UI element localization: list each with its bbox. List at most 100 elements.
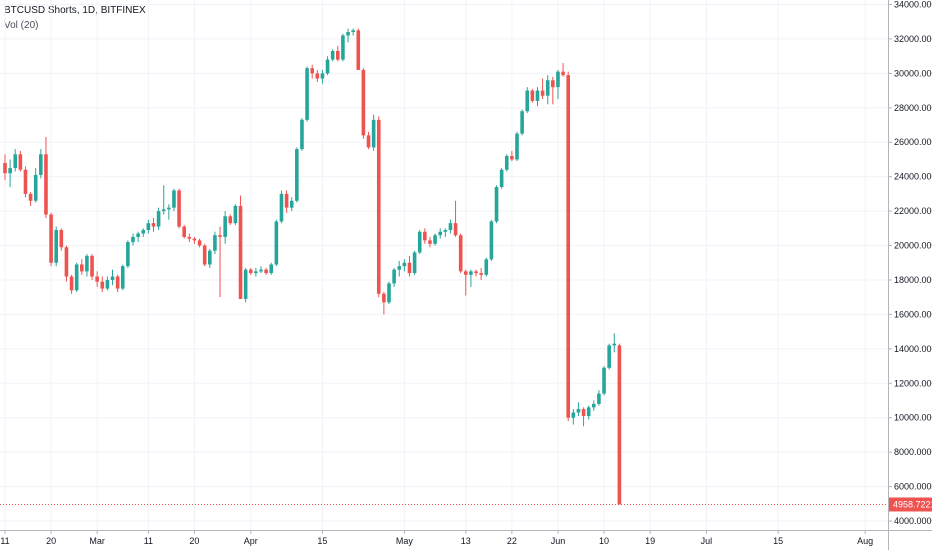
candle-body <box>264 269 268 274</box>
candle-body <box>484 259 489 275</box>
candle-body <box>336 50 340 60</box>
last-price-badge <box>889 497 932 512</box>
x-tick-label: 10 <box>599 536 609 546</box>
candle-body <box>141 230 146 234</box>
candle-body <box>228 216 233 224</box>
candle-body <box>402 262 407 267</box>
candle-body <box>28 193 33 201</box>
candle-body <box>515 133 519 160</box>
candle-body <box>504 156 509 170</box>
candle-body <box>412 252 417 274</box>
candle-body <box>146 223 151 231</box>
candle-body <box>361 69 366 136</box>
candle-body <box>187 236 192 239</box>
legend-indicator-line: Vol (20) <box>4 20 39 31</box>
candle-body <box>423 231 427 241</box>
candle-body <box>330 50 335 60</box>
candle-body <box>23 169 28 194</box>
candle-body <box>356 30 361 70</box>
x-tick-label: Jun <box>551 536 566 546</box>
candlestick-series <box>0 28 888 505</box>
candle-body <box>110 276 115 280</box>
candle-body <box>443 230 448 232</box>
y-tick-label: 34000.0000 <box>894 0 932 10</box>
candle-body <box>223 216 227 237</box>
candle-body <box>172 190 176 208</box>
candle-body <box>274 221 279 265</box>
candle-body <box>310 68 314 74</box>
candle-body <box>13 154 18 169</box>
y-tick-label: 10000.0000 <box>894 413 932 423</box>
candle-body <box>269 264 274 274</box>
candle-body <box>243 269 248 299</box>
candle-body <box>453 223 458 236</box>
candle-body <box>366 135 371 148</box>
candle-body <box>85 255 89 272</box>
candle-body <box>407 262 412 274</box>
x-tick-label: Apr <box>244 536 258 546</box>
y-tick-label: 20000.0000 <box>894 241 932 251</box>
x-tick-label: 20 <box>46 536 56 546</box>
y-tick-label: 16000.0000 <box>894 309 932 319</box>
candle-body <box>131 236 135 243</box>
candle-body <box>202 245 207 265</box>
candle-body <box>417 231 422 253</box>
candle-body <box>44 154 48 215</box>
candle-body <box>284 193 289 208</box>
candle-body <box>371 119 376 148</box>
candle-body <box>566 75 570 418</box>
candle-body <box>438 231 442 236</box>
candle-body <box>90 255 94 277</box>
candle-body <box>489 221 494 260</box>
candle-body <box>115 276 120 289</box>
candle-body <box>612 343 617 346</box>
candle-body <box>576 409 581 413</box>
time-axis: 11 20 Mar 11 20 Apr 15 May 13 22 Jun 10 19 Jul 15 Aug <box>0 530 873 546</box>
candle-body <box>387 283 391 303</box>
x-tick-label: 11 <box>144 536 153 546</box>
candle-body <box>208 250 212 265</box>
candle-body <box>433 235 437 244</box>
x-tick-label: 20 <box>189 536 199 546</box>
candle-body <box>556 71 560 88</box>
candle-body <box>561 71 565 76</box>
y-tick-label: 12000.0000 <box>894 378 932 388</box>
y-tick-label: 26000.0000 <box>894 137 932 147</box>
y-tick-label: 32000.0000 <box>894 34 932 44</box>
candle-body <box>510 156 514 160</box>
candle-body <box>592 403 596 408</box>
candle-body <box>325 59 330 74</box>
y-tick-label: 24000.0000 <box>894 172 932 182</box>
candle-body <box>341 35 345 60</box>
candle-body <box>428 240 432 244</box>
candle-body <box>248 269 253 274</box>
candle-body <box>351 30 355 33</box>
candle-body <box>469 271 473 275</box>
candle-body <box>346 32 350 36</box>
candle-body <box>120 266 125 289</box>
x-tick-label: Mar <box>89 536 105 546</box>
x-tick-label: 15 <box>317 536 327 546</box>
candle-body <box>197 240 202 246</box>
y-tick-label: 14000.0000 <box>894 344 932 354</box>
candle-body <box>586 407 591 416</box>
candle-body <box>3 162 7 174</box>
candle-body <box>300 119 304 150</box>
candle-body <box>69 276 74 291</box>
candle-body <box>540 90 545 96</box>
candle-body <box>535 90 540 101</box>
legend-symbol-line: BTCUSD Shorts, 1D, BITFINEX <box>4 5 146 16</box>
candle-body <box>520 111 524 134</box>
candle-body <box>479 273 483 275</box>
candle-body <box>295 149 299 201</box>
candle-body <box>161 209 166 212</box>
y-tick-label: 30000.0000 <box>894 68 932 78</box>
candle-body <box>136 233 140 237</box>
candle-body <box>59 230 64 248</box>
y-tick-label: 6000.0000 <box>894 482 932 492</box>
x-tick-label: Aug <box>857 536 873 546</box>
candle-body <box>182 226 186 237</box>
candle-body <box>192 238 197 241</box>
